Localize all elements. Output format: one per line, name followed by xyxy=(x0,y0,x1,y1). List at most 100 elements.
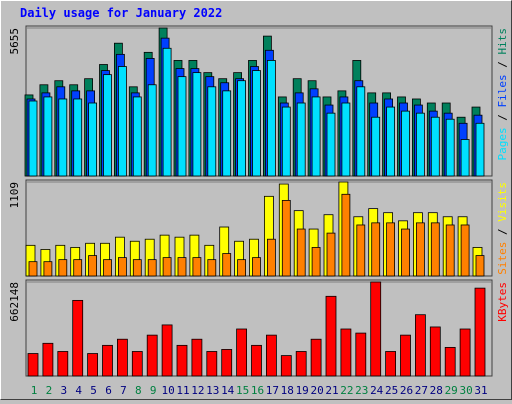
bar xyxy=(237,259,247,277)
bar xyxy=(459,328,471,377)
bar xyxy=(281,106,291,177)
bar xyxy=(475,255,485,277)
bar xyxy=(356,224,366,277)
bar xyxy=(237,80,247,177)
bar xyxy=(88,102,97,177)
bar xyxy=(207,86,217,177)
x-tick-label: 5 xyxy=(90,384,97,397)
bar xyxy=(460,224,470,277)
bar xyxy=(415,222,425,277)
bar xyxy=(191,338,203,377)
legend: KBytes xyxy=(496,282,509,322)
x-tick-label: 4 xyxy=(75,384,82,397)
x-tick-label: 24 xyxy=(370,384,384,397)
bar xyxy=(266,60,276,177)
bar xyxy=(266,238,276,277)
bar xyxy=(177,257,187,277)
x-tick-label: 19 xyxy=(296,384,309,397)
bar xyxy=(221,349,233,377)
y-tick-label: 5655 xyxy=(8,28,21,55)
bar xyxy=(73,98,83,177)
bar xyxy=(401,228,410,277)
bar xyxy=(445,118,455,177)
x-tick-label: 6 xyxy=(105,384,112,397)
bar xyxy=(340,328,352,377)
bar xyxy=(429,326,441,377)
legend-separator: / xyxy=(496,108,509,128)
bar xyxy=(147,84,157,177)
bar xyxy=(326,112,336,177)
bar xyxy=(43,96,53,177)
bar xyxy=(252,70,261,177)
legend-separator: / xyxy=(496,55,509,75)
bar xyxy=(177,76,187,177)
bar xyxy=(370,281,382,377)
bar xyxy=(280,355,292,377)
x-tick-label: 20 xyxy=(310,384,323,397)
x-tick-label: 8 xyxy=(135,384,142,397)
bar xyxy=(385,351,397,377)
x-tick-label: 2 xyxy=(46,384,53,397)
bar xyxy=(162,47,172,177)
bar xyxy=(162,257,172,277)
x-tick-label: 10 xyxy=(161,384,174,397)
x-tick-label: 17 xyxy=(266,384,279,397)
bar xyxy=(371,222,381,277)
bar xyxy=(192,72,202,177)
x-tick-label: 15 xyxy=(236,384,249,397)
bar xyxy=(341,193,351,277)
x-tick-label: 22 xyxy=(340,384,353,397)
bar xyxy=(310,338,322,377)
x-tick-label: 27 xyxy=(415,384,428,397)
bar xyxy=(192,257,202,277)
x-tick-label: 29 xyxy=(445,384,458,397)
bar xyxy=(311,247,321,277)
legend-entry: Hits xyxy=(496,28,509,55)
bar xyxy=(132,96,142,177)
bar xyxy=(102,344,113,377)
x-tick-label: 30 xyxy=(459,384,472,397)
bar xyxy=(42,342,54,377)
chart-title: Daily usage for January 2022 xyxy=(20,6,222,20)
bar xyxy=(58,259,68,277)
x-tick-label: 18 xyxy=(281,384,294,397)
legend: Sites / Visits xyxy=(496,182,509,275)
bar xyxy=(311,96,321,177)
bar xyxy=(132,259,142,277)
bar xyxy=(475,122,485,177)
y-tick-label: 662148 xyxy=(8,282,21,322)
bar xyxy=(87,353,98,377)
bar xyxy=(28,261,38,277)
x-tick-label: 9 xyxy=(150,384,157,397)
bar xyxy=(118,66,127,177)
bar xyxy=(386,106,396,177)
bar xyxy=(296,102,306,177)
bar xyxy=(103,259,112,277)
bar xyxy=(444,346,456,377)
legend: Pages / Files / Hits xyxy=(496,28,509,161)
bar xyxy=(341,102,351,177)
bar xyxy=(430,222,440,277)
x-tick-label: 31 xyxy=(474,384,487,397)
bar xyxy=(296,228,306,277)
bar xyxy=(386,222,396,277)
x-tick-label: 26 xyxy=(400,384,413,397)
legend-entry: Pages xyxy=(496,127,509,160)
x-tick-label: 7 xyxy=(120,384,127,397)
bar xyxy=(161,324,173,377)
legend-entry: Sites xyxy=(496,242,509,275)
bar xyxy=(460,139,470,177)
bar xyxy=(445,224,455,277)
x-tick-label: 12 xyxy=(191,384,204,397)
bar xyxy=(355,332,367,377)
x-tick-label: 16 xyxy=(251,384,264,397)
y-tick-label: 1109 xyxy=(8,182,21,209)
legend-entry: Files xyxy=(496,74,509,107)
bar xyxy=(415,112,425,177)
bar xyxy=(176,344,188,377)
bar xyxy=(356,86,366,177)
bar xyxy=(265,334,277,377)
x-tick-label: 25 xyxy=(385,384,398,397)
bar xyxy=(146,334,158,377)
